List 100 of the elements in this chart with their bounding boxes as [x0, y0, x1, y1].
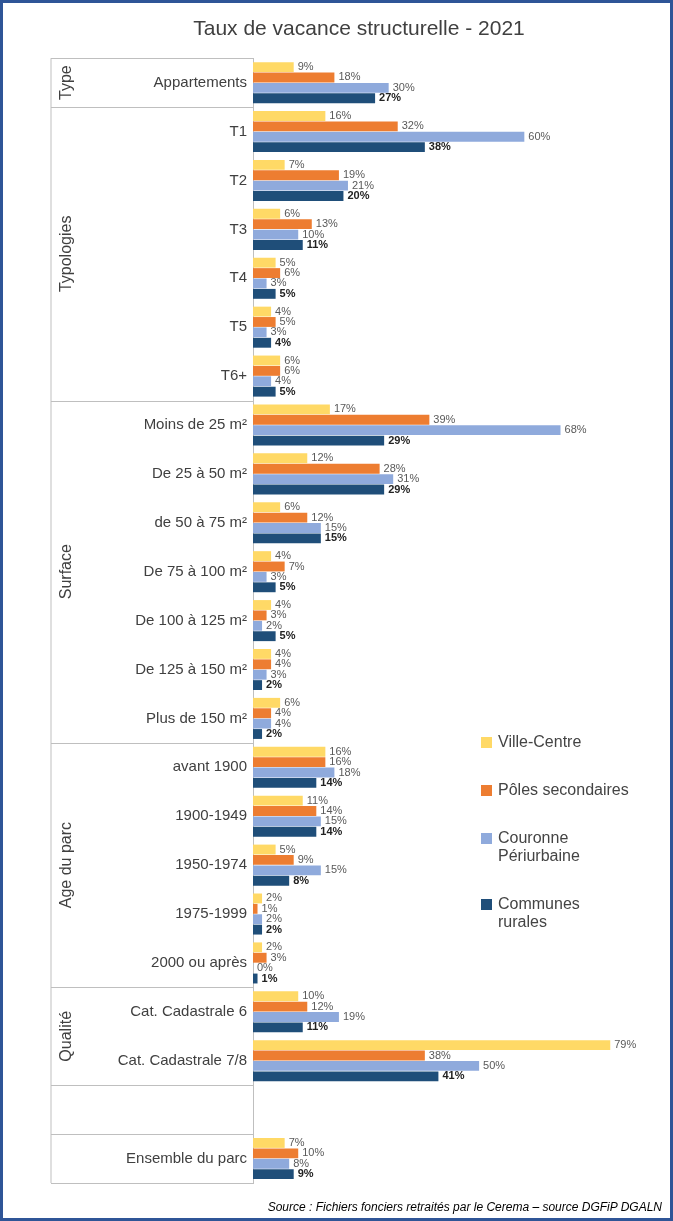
bar — [253, 680, 263, 691]
bar — [253, 268, 281, 279]
bar — [253, 561, 285, 572]
bar — [253, 1022, 303, 1033]
data-label: 4% — [275, 657, 292, 670]
bar — [253, 463, 380, 474]
bar — [253, 729, 263, 739]
data-label: 4% — [275, 646, 292, 659]
bar — [253, 278, 267, 289]
bar — [253, 826, 317, 837]
bar — [253, 170, 339, 181]
bar — [253, 952, 267, 963]
bar — [253, 865, 321, 876]
data-label: 4% — [275, 598, 292, 611]
data-label: 68% — [564, 423, 587, 436]
bar — [253, 973, 258, 984]
bar — [253, 1001, 308, 1012]
bar — [253, 600, 272, 610]
bar — [253, 924, 263, 935]
data-label: 5% — [279, 315, 296, 328]
data-label: 2% — [266, 940, 283, 953]
legend-label: Communes rurales — [498, 895, 581, 931]
data-label: 3% — [270, 569, 287, 582]
data-label: 4% — [275, 706, 292, 719]
bar — [253, 942, 263, 953]
data-label: 14% — [320, 775, 343, 788]
data-label: 2% — [266, 618, 283, 631]
data-label: 38% — [428, 1048, 452, 1061]
text: Qualité — [57, 1010, 75, 1062]
bar — [253, 620, 263, 631]
data-label: 6% — [284, 266, 301, 279]
bar — [253, 121, 398, 132]
y-tick-label: 2000 ou après — [151, 953, 247, 971]
data-label: 38% — [428, 140, 452, 153]
data-label: 3% — [270, 608, 287, 621]
data-label: 12% — [311, 451, 334, 464]
data-label: 3% — [270, 667, 287, 680]
data-label: 16% — [329, 109, 352, 121]
y-tick-label: Cat. Cadastrale 6 — [130, 1001, 247, 1019]
y-tick-label: 1950-1974 — [175, 855, 247, 873]
data-label: 16% — [329, 755, 352, 768]
data-label: 79% — [614, 1038, 637, 1051]
bar — [253, 854, 294, 865]
data-label: 3% — [270, 325, 287, 338]
y-tick-label: T2 — [229, 170, 247, 188]
legend-label: Couronne Périurbaine — [498, 829, 581, 865]
bar — [253, 777, 317, 788]
data-label: 12% — [311, 510, 334, 523]
bar — [253, 219, 312, 230]
bar — [253, 1148, 299, 1159]
data-label: 7% — [288, 157, 305, 170]
data-label: 5% — [279, 384, 296, 397]
bar — [253, 93, 376, 104]
bar — [253, 1040, 611, 1051]
bar — [253, 991, 299, 1002]
data-label: 3% — [270, 950, 287, 963]
bar — [253, 355, 281, 366]
bar — [253, 257, 276, 268]
text: Age du parc — [57, 821, 75, 909]
bar — [253, 180, 348, 191]
bar — [253, 648, 272, 659]
data-label: 4% — [275, 335, 292, 348]
bar — [253, 610, 267, 621]
data-label: 21% — [351, 178, 375, 191]
data-label: 11% — [306, 1020, 329, 1033]
text: Surface — [57, 544, 75, 600]
data-label: 10% — [302, 989, 325, 1002]
y-tick-label: 1975-1999 — [175, 904, 247, 922]
y-tick-label: 1900-1949 — [175, 806, 247, 824]
data-label: 13% — [315, 217, 339, 230]
bar — [253, 288, 276, 299]
bar — [253, 893, 263, 904]
data-label: 9% — [297, 852, 314, 865]
bar — [253, 533, 321, 544]
data-label: 28% — [383, 461, 406, 474]
data-label: 9% — [297, 1167, 314, 1180]
bar — [253, 337, 272, 348]
bar — [253, 404, 330, 415]
y-tick-label: avant 1900 — [172, 757, 247, 775]
data-label: 41% — [442, 1069, 465, 1082]
data-label: 2% — [266, 922, 283, 935]
bar — [253, 571, 267, 582]
data-label: 17% — [333, 402, 357, 415]
bar — [253, 1169, 294, 1180]
bar — [253, 816, 321, 827]
bar — [253, 414, 430, 425]
data-label: 6% — [284, 206, 301, 219]
y-tick-label: Ensemble du parc — [126, 1148, 248, 1166]
data-label: 2% — [266, 727, 283, 740]
chart-title: Taux de vacance structurelle - 2021 — [193, 16, 525, 40]
data-label: 29% — [388, 482, 411, 495]
bar — [253, 795, 303, 806]
bar — [253, 757, 326, 768]
y-tick-label: Appartements — [153, 72, 247, 90]
data-label: 15% — [324, 814, 348, 827]
bar — [253, 425, 561, 436]
data-label: 4% — [275, 304, 292, 317]
y-tick-label: T1 — [229, 121, 247, 139]
data-label: 0% — [257, 961, 274, 974]
data-label: 15% — [324, 531, 348, 544]
